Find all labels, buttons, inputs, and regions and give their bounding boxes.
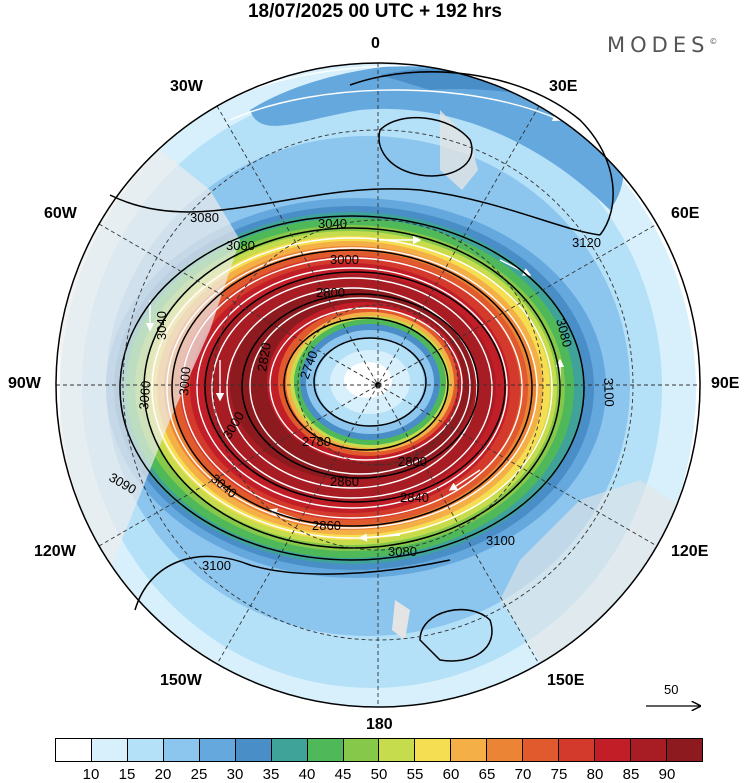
lon-label-90e: 90E [711, 375, 740, 392]
contour-label: 3100 [202, 558, 231, 573]
map-boundary [55, 62, 701, 708]
lon-label-30e: 30E [549, 78, 578, 95]
reference-vector-label: 50 [664, 682, 679, 697]
contour-label: 3120 [572, 235, 601, 250]
colorbar-tick-label: 85 [622, 766, 640, 783]
lon-label-30w: 30W [170, 78, 203, 95]
colorbar-swatch [91, 739, 128, 761]
colorbar-tick-label: 75 [550, 766, 568, 783]
graticule [56, 63, 700, 707]
colorbar-swatch [631, 739, 667, 761]
colorbar-swatch [487, 739, 524, 761]
colorbar-swatch [127, 739, 164, 761]
colorbar-tick-label: 40 [298, 766, 316, 783]
contour-label: 3000 [176, 366, 193, 396]
colorbar-swatch [451, 739, 488, 761]
contour-label: 3100 [486, 533, 515, 548]
contour-label: 3000 [330, 252, 359, 267]
contour-label: 3100 [601, 378, 617, 407]
page-title: 18/07/2025 00 UTC + 192 hrs [247, 1, 503, 22]
colorbar-ticks: 10 15 20 25 30 35 40 45 50 55 60 65 70 75 80 85 90 [55, 766, 703, 783]
contour-label: 2860 [330, 474, 359, 489]
contour-label: 2820 [254, 341, 274, 372]
colorbar-tick-label: 70 [514, 766, 532, 783]
reference-vector-arrow [646, 680, 710, 716]
contour-label: 3060 [136, 380, 153, 410]
contour-label: 2800 [316, 285, 345, 300]
colorbar-tick-label: 20 [154, 766, 172, 783]
lon-label-150e: 150E [547, 672, 585, 689]
colorbar-swatch [307, 739, 344, 761]
height-contours [109, 71, 614, 662]
brand-mark: © [709, 37, 718, 46]
lon-label-0: 0 [371, 35, 380, 52]
colorbar-tick-label: 65 [478, 766, 496, 783]
colorbar-swatch [523, 739, 560, 761]
colorbar-tick-label: 15 [118, 766, 136, 783]
colorbar-tick-label: 90 [658, 766, 676, 783]
lon-label-180: 180 [366, 716, 393, 733]
contour-label: 3080 [388, 544, 417, 559]
contour-label-group: 3080 3120 2800 3080 3100 3100 2740 2820 … [107, 210, 618, 573]
contour-label: 3080 [190, 210, 219, 225]
colorbar-tick-label: 30 [226, 766, 244, 783]
colorbar-tick-label: 50 [370, 766, 388, 783]
colorbar-swatch [559, 739, 596, 761]
colorbar-swatch [666, 739, 702, 761]
contour-label: 2780 [302, 434, 331, 449]
colorbar-swatch [56, 739, 92, 761]
wind-vectors [145, 64, 565, 542]
colorbar [55, 738, 703, 762]
lon-label-60e: 60E [671, 205, 700, 222]
colorbar-swatch [235, 739, 272, 761]
contour-label: 3040 [318, 216, 347, 231]
lon-label-120e: 120E [671, 543, 709, 560]
colorbar-swatch [415, 739, 452, 761]
colorbar-swatch [379, 739, 416, 761]
colorbar-tick-label: 35 [262, 766, 280, 783]
colorbar-swatch [199, 739, 236, 761]
contour-label: 2860 [312, 518, 341, 533]
colorbar-tick-label: 55 [406, 766, 424, 783]
colorbar-tick-label: 80 [586, 766, 604, 783]
contour-label: 3080 [226, 238, 255, 253]
colorbar-swatch [343, 739, 380, 761]
contour-label: 2840 [400, 490, 429, 505]
lon-label-90w: 90W [8, 375, 41, 392]
lon-label-150w: 150W [160, 672, 202, 689]
colorbar-tick-label: 10 [82, 766, 100, 783]
colorbar-swatch [595, 739, 631, 761]
brand-text: MODES [607, 33, 710, 57]
contour-label: 3040 [154, 311, 169, 340]
contour-label: 2800 [398, 454, 427, 469]
lon-label-60w: 60W [44, 205, 77, 222]
contour-label: 3080 [553, 317, 575, 349]
colorbar-tick-label: 60 [442, 766, 460, 783]
colorbar-swatch [163, 739, 200, 761]
brand-logo: MODES© [607, 33, 717, 57]
colorbar-tick-label: 25 [190, 766, 208, 783]
lon-label-120w: 120W [34, 543, 76, 560]
colorbar-tick-label: 45 [334, 766, 352, 783]
colorbar-swatch [271, 739, 308, 761]
